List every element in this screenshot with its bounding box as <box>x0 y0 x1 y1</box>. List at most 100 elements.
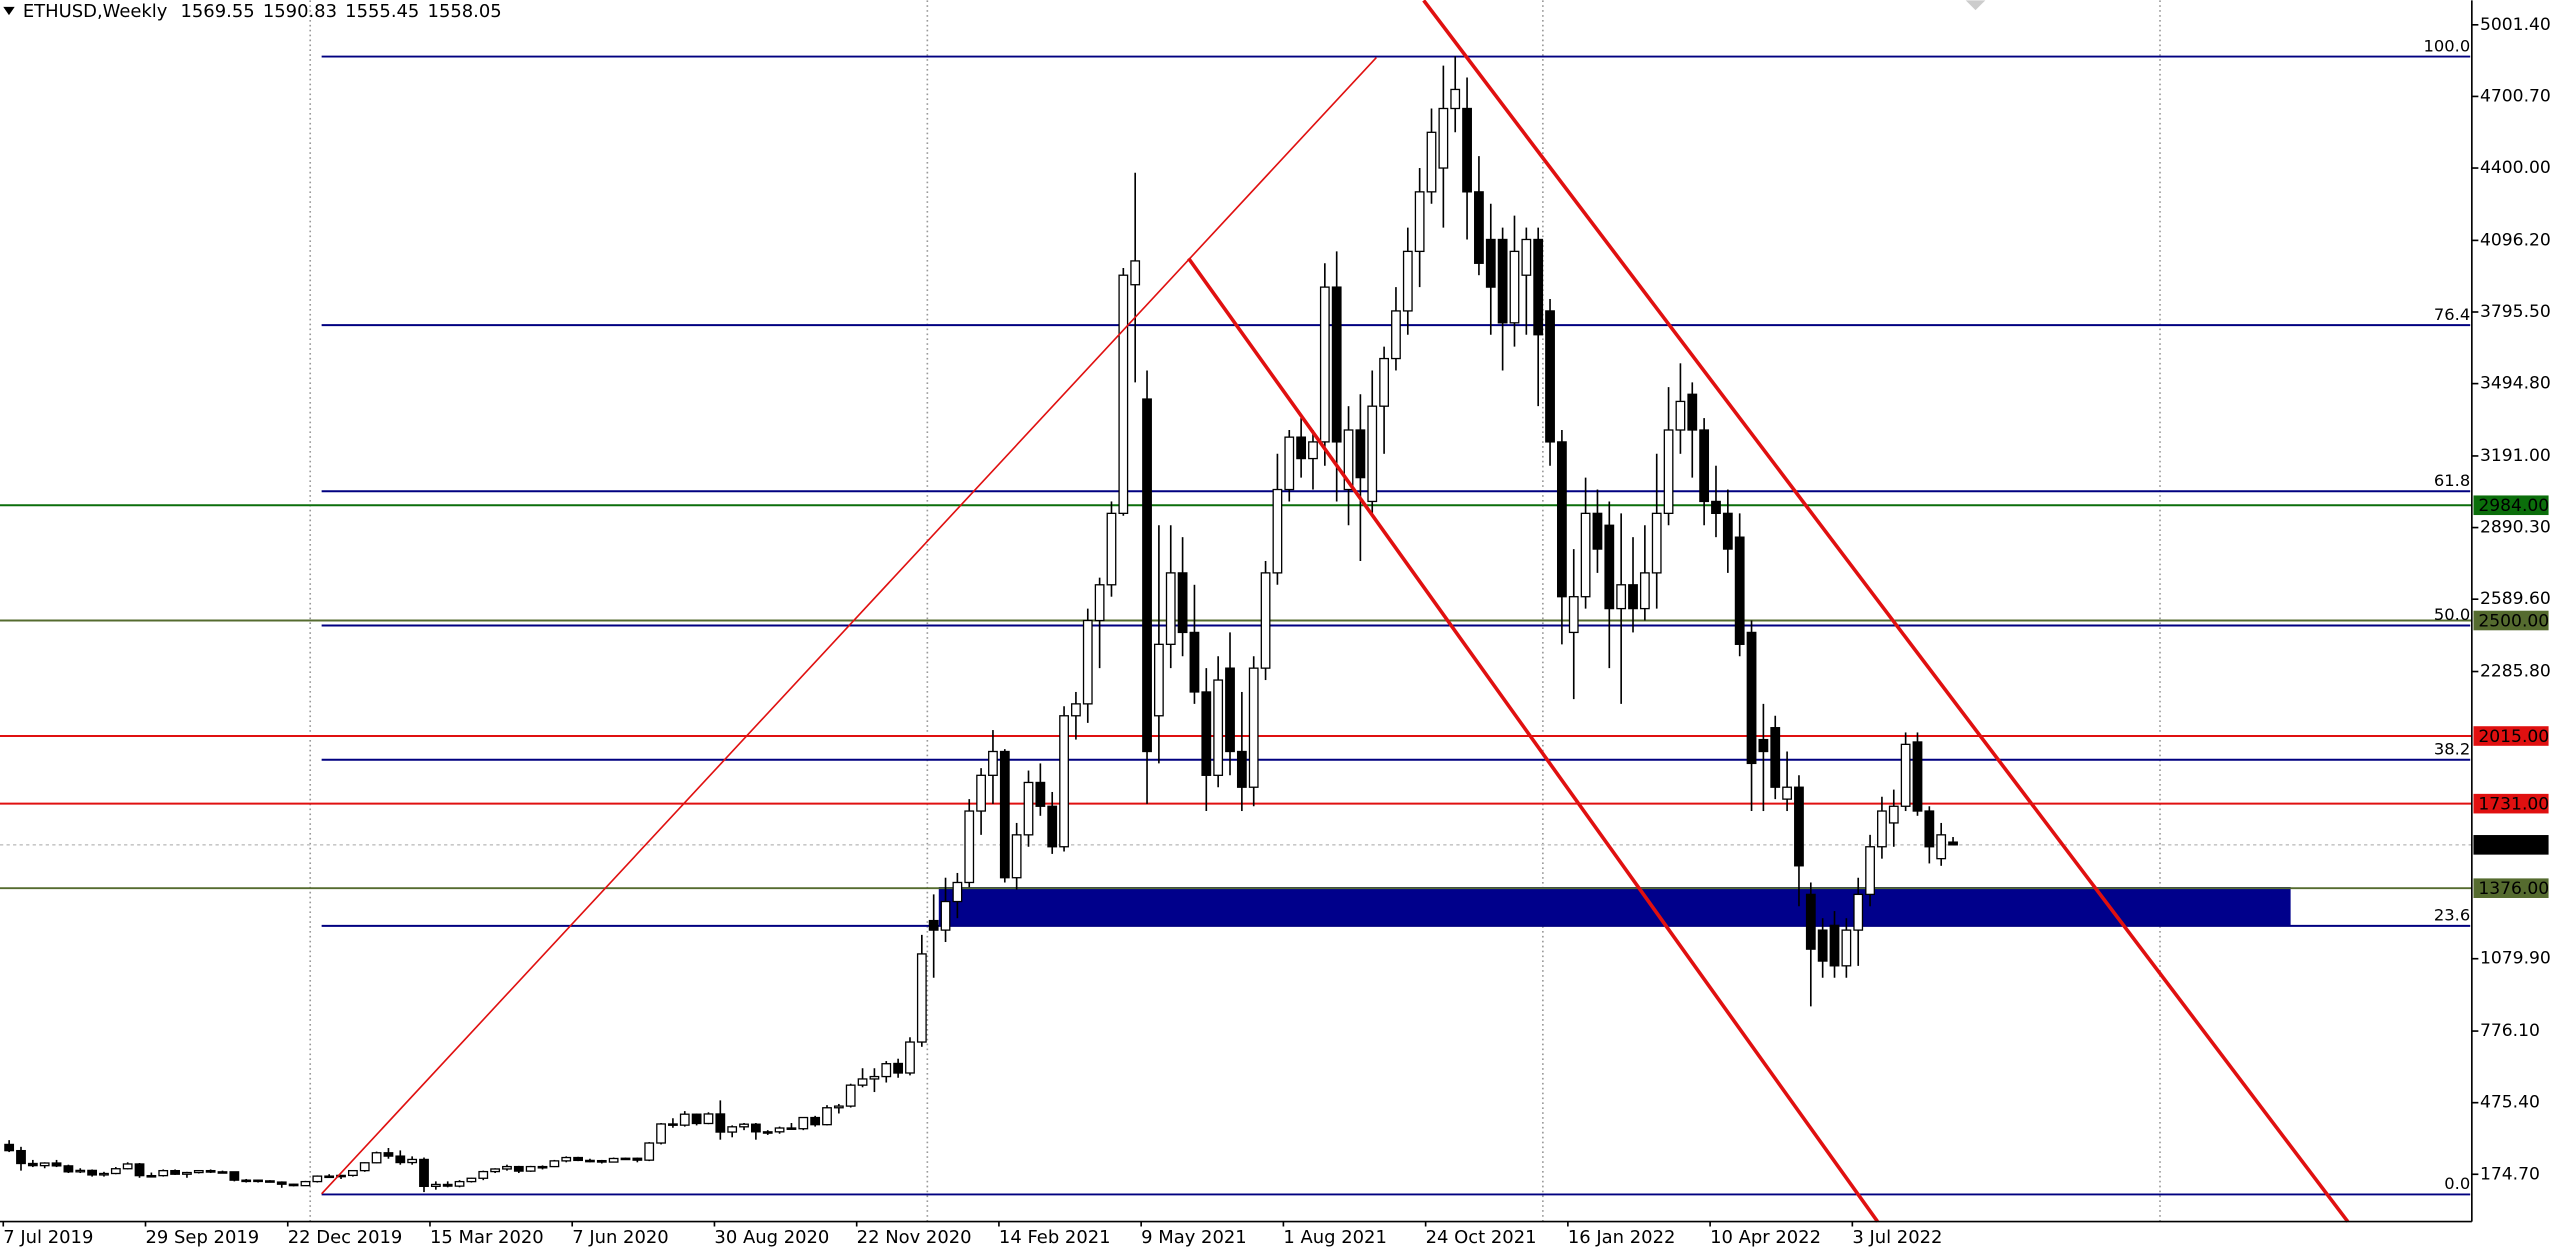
candle-body <box>1912 741 1923 812</box>
candle-body <box>1308 441 1318 460</box>
candle-body <box>16 1149 26 1165</box>
candle-body <box>1426 131 1437 193</box>
candle-body <box>1438 107 1449 169</box>
candle-body <box>359 1162 370 1172</box>
candle-body <box>205 1169 216 1173</box>
candle-body <box>110 1168 121 1175</box>
candle-body <box>1533 238 1544 336</box>
candle-body <box>715 1113 726 1133</box>
high-value: 1590.83 <box>263 1 337 22</box>
levels <box>0 55 2472 1196</box>
candle-body <box>395 1155 406 1164</box>
candle-body <box>1474 191 1484 264</box>
candle-body <box>1497 238 1508 324</box>
candle-body <box>430 1183 441 1188</box>
candle-body <box>478 1170 489 1179</box>
fibo-label: 23.6 <box>2434 906 2470 925</box>
candle-body <box>490 1168 501 1173</box>
candle-body <box>1604 524 1615 610</box>
x-tick-label: 16 Jan 2022 <box>1568 1227 1676 1248</box>
candle-body <box>632 1157 643 1161</box>
candle-body <box>217 1171 228 1174</box>
candle-body <box>1118 274 1129 515</box>
candle-body <box>1817 929 1828 962</box>
candle-body <box>1556 441 1567 598</box>
candle-body <box>265 1180 275 1183</box>
candle-body <box>916 953 927 1043</box>
candle-body <box>442 1183 453 1187</box>
fibo-label: 0.0 <box>2444 1174 2470 1193</box>
menu-arrow <box>3 6 15 16</box>
candle-body <box>762 1131 773 1134</box>
candle-body <box>182 1171 192 1175</box>
candle-body <box>691 1113 702 1125</box>
candle-body <box>976 774 986 812</box>
candle-body <box>1722 512 1733 550</box>
candle-body <box>300 1180 311 1187</box>
candle-body <box>940 900 951 931</box>
candle-body <box>371 1152 382 1164</box>
candle-body <box>99 1172 109 1176</box>
low-value: 1555.45 <box>345 1 419 22</box>
candle-body <box>1035 781 1046 807</box>
candle-body <box>253 1179 263 1183</box>
candle-body <box>585 1159 595 1163</box>
candle-body <box>1284 436 1295 491</box>
candle-body <box>893 1062 904 1074</box>
price-label: 2015.00 <box>2478 727 2549 747</box>
candle-body <box>905 1041 915 1074</box>
candle-body <box>1568 596 1579 634</box>
candle-body <box>857 1078 868 1086</box>
candle-body <box>1545 310 1555 443</box>
candle-body <box>454 1180 465 1187</box>
x-tick-label: 7 Jun 2020 <box>572 1227 669 1248</box>
candle-body <box>881 1063 892 1078</box>
candle-body <box>134 1163 145 1177</box>
candle-body <box>1711 500 1721 515</box>
candle-body <box>774 1127 785 1133</box>
candle-body <box>1936 834 1947 860</box>
y-tick-label: 174.70 <box>2480 1164 2540 1184</box>
candle-body <box>1782 786 1792 800</box>
y-tick-label: 475.40 <box>2480 1093 2540 1113</box>
candle-body <box>1450 88 1461 110</box>
candle-body <box>1948 841 1958 846</box>
fibo-label: 50.0 <box>2434 605 2470 624</box>
candle-body <box>75 1169 86 1173</box>
candle-body <box>1770 727 1781 788</box>
candle-body <box>1402 250 1413 312</box>
candle-body <box>1319 286 1330 443</box>
candle-body <box>1011 834 1022 879</box>
price-label: 2984.00 <box>2478 496 2549 516</box>
x-tick-label: 9 May 2021 <box>1141 1227 1247 1248</box>
x-tick-label: 3 Jul 2022 <box>1852 1227 1942 1248</box>
fibo-label: 38.2 <box>2434 739 2470 758</box>
candle-body <box>1462 107 1472 193</box>
price-label-bg <box>2473 878 2549 898</box>
candle-body <box>1841 929 1852 967</box>
candle-body <box>822 1107 832 1126</box>
candle-body <box>1177 572 1188 634</box>
candle-body <box>1142 398 1152 753</box>
y-tick-label: 3191.00 <box>2480 446 2551 466</box>
candle-body <box>679 1113 690 1126</box>
x-tick-label: 14 Feb 2021 <box>999 1227 1111 1248</box>
y-tick-label: 5001.40 <box>2480 15 2551 35</box>
candles <box>4 56 1958 1193</box>
trend-lines <box>321 0 2350 1223</box>
candle-body <box>170 1169 180 1175</box>
candle-body <box>1082 619 1093 705</box>
candle-body <box>1355 429 1366 479</box>
candle-body <box>4 1143 15 1152</box>
candle-body <box>525 1165 536 1172</box>
y-tick-label: 2589.60 <box>2480 589 2551 609</box>
candle-body <box>703 1113 714 1125</box>
y-tick-label: 4096.20 <box>2480 230 2551 250</box>
candle-body <box>1853 893 1864 931</box>
candle-body <box>1509 250 1520 324</box>
candle-body <box>1189 631 1200 693</box>
candle-body <box>739 1123 749 1128</box>
x-tick-label: 15 Mar 2020 <box>430 1227 544 1248</box>
